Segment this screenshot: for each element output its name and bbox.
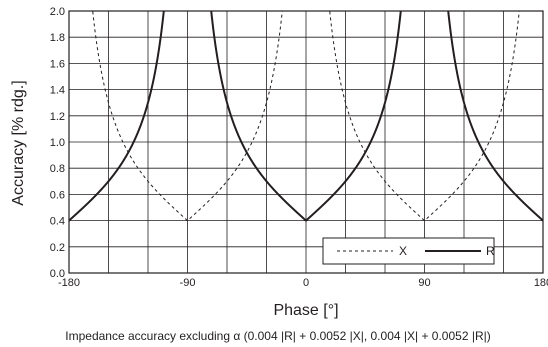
- y-tick-label: 1.4: [50, 85, 65, 97]
- series-line-x: [92, 11, 520, 222]
- x-tick-label: 0: [303, 277, 309, 289]
- y-tick-label: 0.6: [50, 189, 65, 201]
- y-tick-label: 0.2: [50, 242, 65, 254]
- plot-frame: [68, 10, 544, 274]
- y-axis-title: Accuracy [% rdg.]: [10, 80, 27, 205]
- y-tick-label: 0.4: [50, 216, 65, 228]
- x-axis-title: Phase [°]: [273, 302, 338, 319]
- y-tick-label: 1.6: [50, 58, 65, 70]
- y-tick-label: 1.8: [50, 32, 65, 44]
- x-tick-label: 90: [418, 277, 430, 289]
- x-tick-label: 180: [534, 277, 548, 289]
- grid-lines: [69, 11, 543, 273]
- y-tick-label: 2.0: [50, 6, 65, 18]
- chart-caption: Impedance accuracy excluding α (0.004 |R…: [65, 329, 490, 343]
- y-tick-labels: 0.0 0.2 0.4 0.6 0.8 1.0 1.2 1.4 1.6 1.8 2.0: [50, 6, 65, 280]
- legend-label-r: R: [486, 244, 495, 258]
- x-tick-label: -90: [180, 277, 196, 289]
- y-tick-label: 0.0: [50, 268, 65, 280]
- y-tick-label: 1.2: [50, 111, 65, 123]
- y-tick-label: 0.8: [50, 163, 65, 175]
- series-lines: [69, 11, 543, 222]
- x-tick-labels: -180 -90 0 90 180: [58, 277, 548, 289]
- series-line-r: [69, 11, 543, 222]
- x-tick-label: -180: [58, 277, 80, 289]
- legend: X R: [322, 237, 495, 265]
- legend-label-x: X: [399, 244, 407, 258]
- y-tick-label: 1.0: [50, 137, 65, 149]
